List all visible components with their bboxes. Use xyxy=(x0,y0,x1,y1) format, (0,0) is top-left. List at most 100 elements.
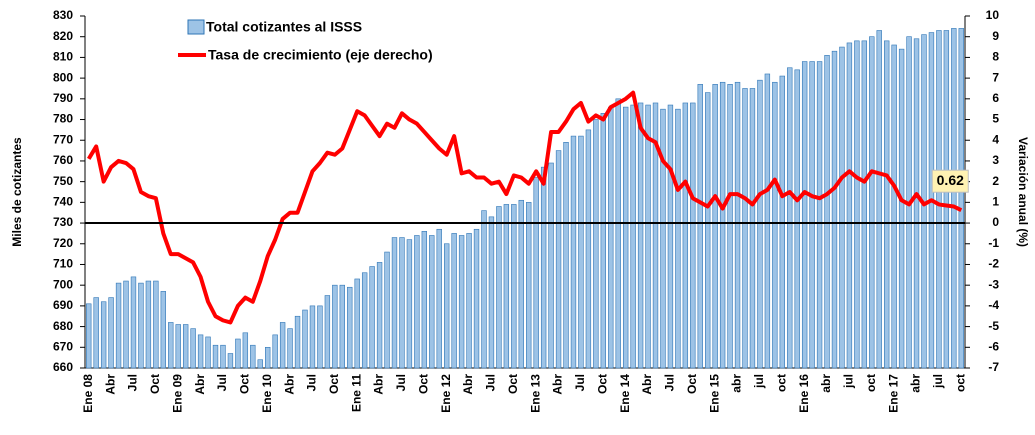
y2-tick-label: 7 xyxy=(992,70,999,84)
x-tick-label: Jul xyxy=(215,374,229,391)
x-tick-label: Jul xyxy=(484,374,498,391)
bar xyxy=(130,276,137,369)
bar xyxy=(742,88,748,369)
x-tick-label: Ene 10 xyxy=(260,374,274,413)
bar xyxy=(719,81,726,369)
bar xyxy=(108,297,114,369)
bar xyxy=(175,324,181,369)
x-tick-label: abr xyxy=(909,374,923,393)
x-tick-label: Ene 08 xyxy=(81,374,95,413)
y2-axis-label: Variación anual (%) xyxy=(1016,137,1030,247)
y-tick-label: 660 xyxy=(53,360,73,374)
bar xyxy=(473,228,480,369)
bar xyxy=(123,280,129,369)
bar xyxy=(846,42,853,369)
bar xyxy=(667,104,674,369)
bar xyxy=(399,237,405,369)
legend-swatch xyxy=(187,19,205,35)
bar xyxy=(690,102,696,369)
y-tick-label: 750 xyxy=(53,174,73,188)
bar xyxy=(884,40,890,369)
bar xyxy=(943,30,950,369)
y-tick-label: 820 xyxy=(53,29,73,43)
bar xyxy=(168,322,174,369)
bar xyxy=(212,344,219,369)
bar xyxy=(436,228,442,369)
x-tick-label: Oct xyxy=(506,374,520,394)
x-tick-label: Jul xyxy=(573,374,587,391)
bar xyxy=(235,338,241,369)
growth-line xyxy=(87,90,963,325)
bar xyxy=(705,92,711,369)
x-tick-label: Ene 16 xyxy=(797,374,811,413)
y2-tick-label: -5 xyxy=(988,319,999,333)
bar xyxy=(227,353,234,369)
y2-tick-label: 0 xyxy=(992,215,999,229)
bar xyxy=(339,284,345,369)
y2-tick-label: 3 xyxy=(992,153,999,167)
bar xyxy=(675,108,681,369)
bar xyxy=(451,233,457,369)
bar xyxy=(145,280,152,369)
bar xyxy=(86,303,92,369)
y-tick-label: 830 xyxy=(53,8,73,22)
bar xyxy=(361,272,368,369)
bar xyxy=(839,46,845,369)
bar xyxy=(533,177,539,369)
bar xyxy=(376,262,383,369)
bar xyxy=(406,239,413,369)
x-tick-label: Ene 15 xyxy=(707,374,721,413)
x-tick-label: Abr xyxy=(282,374,296,395)
x-tick-label: Abr xyxy=(193,374,207,395)
bar xyxy=(749,88,756,369)
bar xyxy=(622,106,629,369)
value-label: 0.62 xyxy=(937,172,964,188)
bar xyxy=(861,40,868,369)
y2-tick-label: -6 xyxy=(988,339,999,353)
x-tick-label: Ene 17 xyxy=(886,374,900,413)
bar xyxy=(265,346,271,369)
bar xyxy=(727,84,733,369)
bar xyxy=(220,344,226,369)
bar xyxy=(384,251,390,369)
y2-tick-label: 10 xyxy=(986,8,1000,22)
bar xyxy=(250,344,256,369)
bar xyxy=(496,206,502,369)
bar xyxy=(242,332,249,369)
bar xyxy=(391,237,398,369)
bar xyxy=(540,166,547,369)
bar xyxy=(138,282,144,369)
bar xyxy=(824,55,830,369)
y2-tick-label: 4 xyxy=(992,132,999,146)
x-tick-label: Abr xyxy=(103,374,117,395)
bar xyxy=(555,150,562,369)
bar xyxy=(160,291,166,369)
x-tick-label: Ene 12 xyxy=(439,374,453,413)
bar xyxy=(779,75,785,369)
y-tick-label: 770 xyxy=(53,132,73,146)
bar xyxy=(324,295,331,369)
bar xyxy=(831,50,838,369)
x-tick-label: Oct xyxy=(148,374,162,394)
bar xyxy=(511,204,517,369)
x-tick-label: oct xyxy=(953,374,967,392)
y-tick-label: 790 xyxy=(53,91,73,105)
bar xyxy=(593,119,599,369)
bar xyxy=(317,305,323,369)
x-tick-label: Abr xyxy=(640,374,654,395)
bar xyxy=(153,280,159,369)
bar xyxy=(615,98,621,369)
y-tick-label: 800 xyxy=(53,70,73,84)
bar xyxy=(563,142,569,369)
x-tick-label: Abr xyxy=(372,374,386,395)
bar xyxy=(630,104,636,369)
y2-tick-label: 2 xyxy=(992,174,999,188)
bar xyxy=(197,334,204,369)
bar xyxy=(936,30,942,369)
bar xyxy=(466,233,472,369)
x-tick-label: oct xyxy=(864,374,878,392)
bar xyxy=(332,284,338,369)
bar xyxy=(764,73,771,369)
x-tick-label: Ene 09 xyxy=(170,374,184,413)
